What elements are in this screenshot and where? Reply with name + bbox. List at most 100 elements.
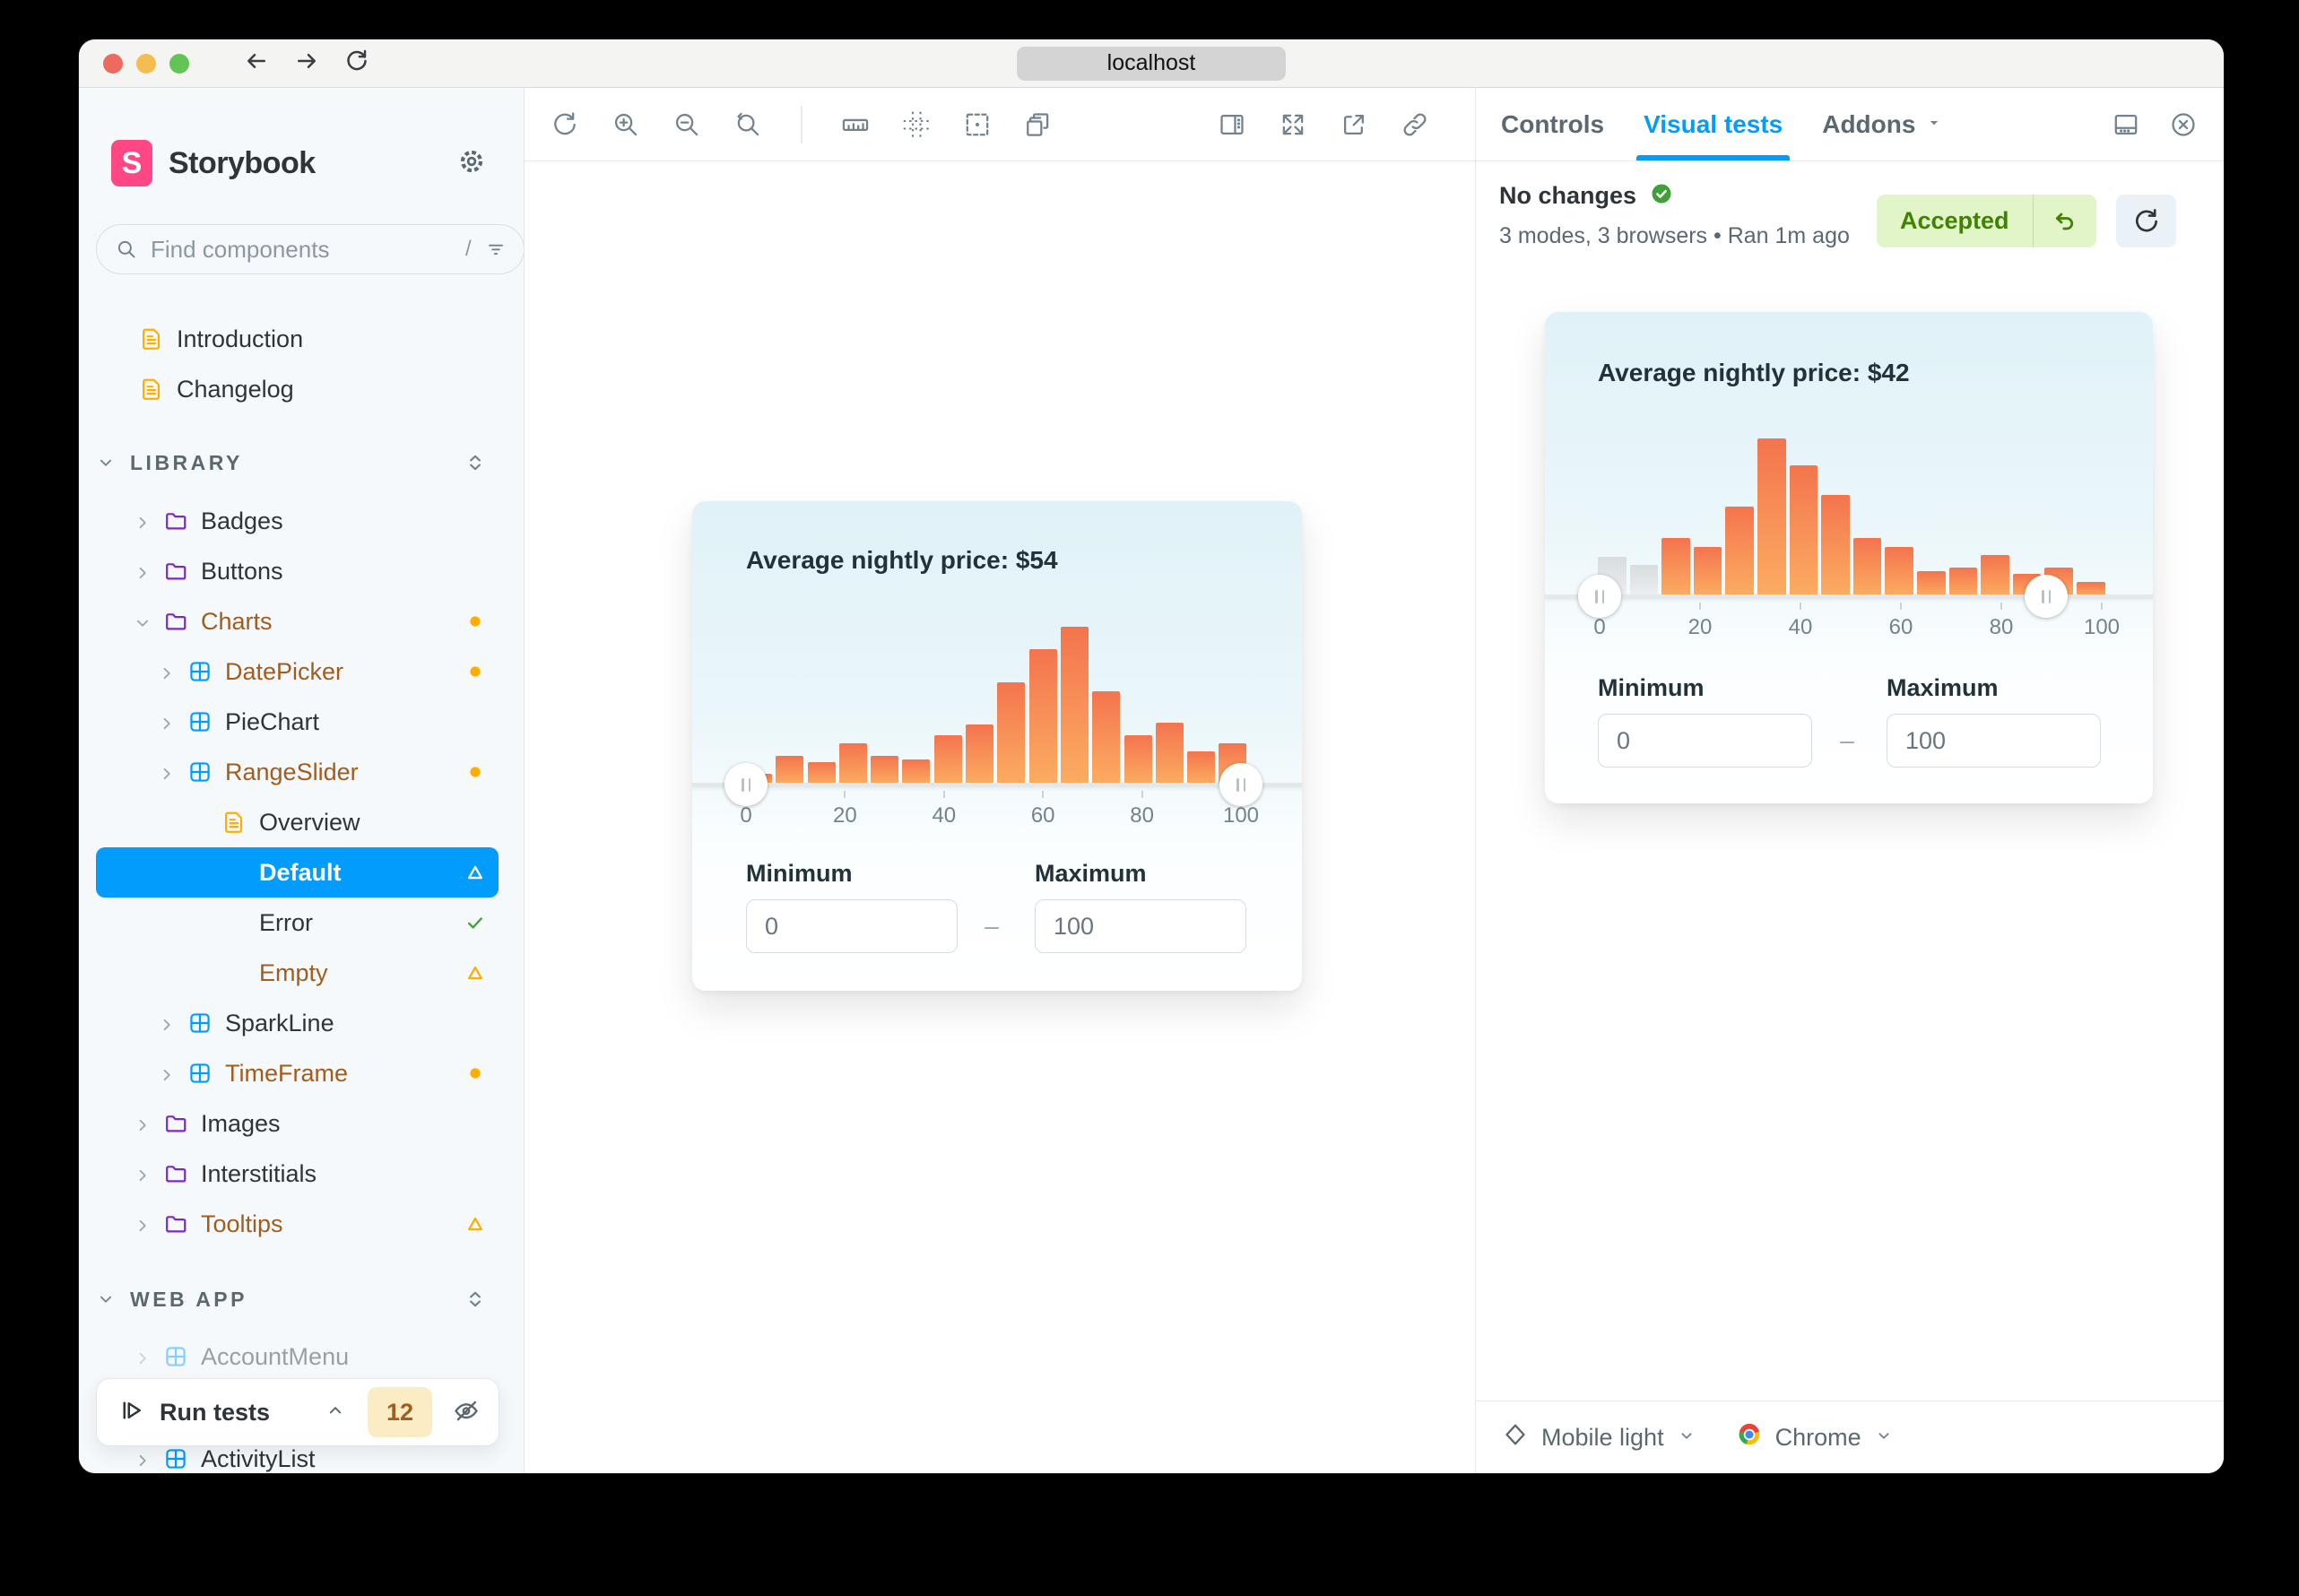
remount-button[interactable] [550,109,580,140]
range-slider-handle-left[interactable] [724,763,768,806]
sidebar-item-label: Tooltips [201,1210,283,1237]
sidebar-item-empty[interactable]: undefined Empty [96,948,499,998]
story-icon: undefined [221,910,247,935]
viewports-button[interactable] [1023,109,1054,140]
sidebar-item-badges[interactable]: Badges [96,496,499,546]
sidebar-item-sparkline[interactable]: SparkLine [96,998,499,1048]
tab-addons[interactable]: Addons [1802,88,1964,160]
browser-selector[interactable]: Chrome [1736,1421,1894,1454]
search-shortcut: / [465,237,472,261]
panel-position-icon[interactable] [2111,109,2141,140]
link-button[interactable] [1400,109,1430,140]
tab-controls[interactable]: Controls [1501,109,1605,138]
gear-icon[interactable] [455,145,488,182]
zoom-out-button[interactable] [672,109,702,140]
dot-icon [470,616,481,627]
zoom-reset-button[interactable] [733,109,763,140]
rerun-tests-button[interactable] [2116,195,2176,247]
collapse-expand-icon[interactable] [464,1288,487,1311]
sidebar-section-library[interactable]: LIBRARY [96,438,499,488]
zoom-reset-icon [737,112,759,135]
open-external-button[interactable] [1339,109,1369,140]
chevron-right-icon [163,1069,170,1081]
histogram [744,627,1247,785]
sidebar-item-datepicker[interactable]: DatePicker [96,646,499,697]
histogram-bar [1693,547,1722,596]
sidebar-item-label: RangeSlider [225,758,359,785]
outline-button[interactable] [962,109,993,140]
filter-icon[interactable] [484,238,508,261]
collapse-expand-icon[interactable] [464,451,487,474]
chevron-down-icon [136,620,149,627]
sidebar-item-error[interactable]: undefined Error [96,898,499,948]
sidebar-item-images[interactable]: Images [96,1098,499,1149]
fullscreen-button[interactable] [1278,109,1308,140]
accepted-button[interactable]: Accepted [1876,195,2096,247]
ruler-button[interactable] [840,109,871,140]
axis-tick [2101,603,2103,610]
status-dot-icon [464,760,487,784]
range-slider-track[interactable] [692,783,1302,787]
sidebar-section-web-app[interactable]: WEB APP [96,1274,499,1324]
minimum-input[interactable]: 0 [746,899,958,953]
ruler-icon [842,118,868,131]
sidebar-item-rangeslider[interactable]: RangeSlider [96,747,499,797]
chevron-up-icon[interactable] [325,1400,346,1426]
back-icon[interactable] [243,48,270,79]
histogram-bar [776,756,804,785]
watch-mode-icon[interactable] [452,1396,481,1429]
sidebar-item-default[interactable]: undefined Default [96,847,499,898]
sidebar-item-changelog[interactable]: Changelog [96,364,499,414]
search-input[interactable] [149,234,453,265]
chevron-right-icon [163,717,170,730]
component-icon [190,1013,210,1033]
axis-tick [2000,603,2002,610]
sidebar-item-label: ActivityList [201,1444,316,1472]
address-bar[interactable]: localhost [1017,46,1286,81]
sidebar-item-overview[interactable]: Overview [96,797,499,847]
sidebar-item-activitylist[interactable]: ActivityList [96,1434,499,1473]
sidebar-item-tooltips[interactable]: Tooltips [96,1199,499,1249]
sidebar-item-timeframe[interactable]: TimeFrame [96,1048,499,1098]
undo-icon[interactable] [2034,208,2096,235]
zoom-in-icon [614,113,638,135]
dot-icon [470,767,481,777]
sidebar-item-interstitials[interactable]: Interstitials [96,1149,499,1199]
reload-icon[interactable] [343,48,370,79]
histogram-bar [1916,571,1946,596]
zoom-window-button[interactable] [169,53,189,74]
grid-button[interactable] [901,109,932,140]
sidebar-item-buttons[interactable]: Buttons [96,546,499,596]
addons-panel: Controls Visual tests Addons No changes … [1475,88,2224,1473]
tab-visual-tests[interactable]: Visual tests [1624,88,1802,160]
mode-selector[interactable]: Mobile light [1502,1421,1696,1454]
address-url: localhost [1106,50,1196,75]
forward-icon[interactable] [293,48,320,79]
histogram-bar [1123,735,1152,785]
histogram-bar [2076,582,2105,596]
run-tests-bar[interactable]: Run tests 12 [96,1378,499,1446]
test-count-badge: 12 [368,1387,432,1437]
panel-toggle-icon [1220,114,1244,134]
sidebar-item-charts[interactable]: Charts [96,596,499,646]
maximum-input[interactable]: 100 [1035,899,1246,953]
panel-toggle-button[interactable] [1217,109,1247,140]
x-axis-label: 20 [1687,615,1713,639]
sidebar-item-accountmenu[interactable]: AccountMenu [96,1331,499,1382]
chevron-down-icon [1924,110,1944,139]
zoom-in-button[interactable] [611,109,641,140]
maximum-value: 100 [1054,912,1095,940]
browser-window: localhost S Storybook / Introduction Chan… [78,39,2225,1474]
minimize-window-button[interactable] [136,53,156,74]
range-slider-handle-right[interactable] [1219,763,1262,806]
close-panel-icon[interactable] [2168,109,2199,140]
search-input-wrap[interactable]: / [96,224,524,274]
sidebar-item-label: Changelog [177,375,294,403]
chrome-icon [1736,1421,1763,1454]
sidebar-item-introduction[interactable]: Introduction [96,314,499,364]
story-icon: undefined [221,960,247,985]
close-window-button[interactable] [103,53,123,74]
sidebar-item-piechart[interactable]: PieChart [96,697,499,747]
viewports-icon [1026,112,1048,136]
status-dot-icon [464,660,487,683]
